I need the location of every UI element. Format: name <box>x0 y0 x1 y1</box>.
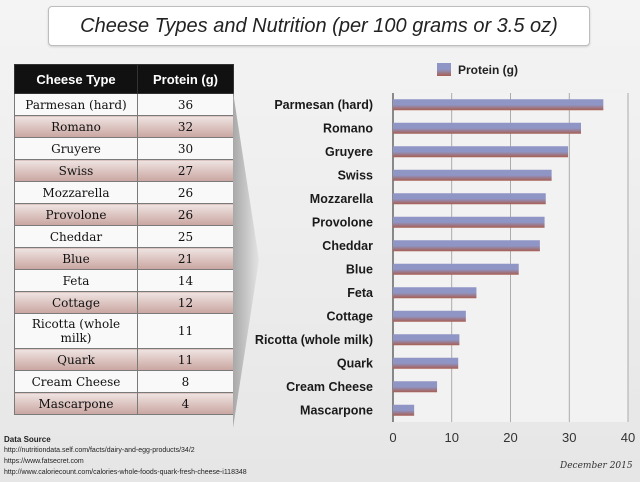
column-header-cheese-type: Cheese Type <box>14 64 138 94</box>
protein-cell: 32 <box>137 115 234 138</box>
table-row: Parmesan (hard) 36 <box>14 93 234 116</box>
category-label: Ricotta (whole milk) <box>255 333 373 347</box>
table-row: Romano 32 <box>14 115 234 138</box>
x-axis-ticks: 0 10 20 30 40 <box>389 430 635 445</box>
bar <box>393 99 604 111</box>
bar <box>393 357 459 369</box>
chart-grid <box>392 93 629 422</box>
protein-cell: 8 <box>137 370 234 393</box>
cheese-type-cell: Parmesan (hard) <box>14 93 138 116</box>
x-tick-label: 10 <box>445 430 459 445</box>
table-row: Ricotta (whole milk) 11 <box>14 313 234 349</box>
category-label: Feta <box>347 286 374 300</box>
legend-label: Protein (g) <box>458 63 518 77</box>
table-row: Gruyere 30 <box>14 137 234 160</box>
source-link-3[interactable]: http://www.caloriecount.com/calories-who… <box>4 469 247 476</box>
cheese-type-cell: Provolone <box>14 203 138 226</box>
cheese-type-cell: Cheddar <box>14 225 138 248</box>
bar <box>393 334 460 346</box>
cheese-type-cell: Mascarpone <box>14 392 138 415</box>
cheese-type-cell: Swiss <box>14 159 138 182</box>
protein-cell: 11 <box>137 313 234 349</box>
column-header-protein: Protein (g) <box>137 64 234 94</box>
bar <box>393 146 569 158</box>
category-label: Cream Cheese <box>286 380 373 394</box>
table-row: Cheddar 25 <box>14 225 234 248</box>
protein-cell: 4 <box>137 392 234 415</box>
category-label: Romano <box>323 121 373 135</box>
table-row: Feta 14 <box>14 269 234 292</box>
source-heading: Data Source <box>4 435 51 444</box>
table-header-row: Cheese Type Protein (g) <box>14 64 234 94</box>
category-labels: Parmesan (hard) Romano Gruyere Swiss Mozzare… <box>255 98 374 418</box>
chart-title: Cheese Types and Nutrition (per 100 gram… <box>48 6 590 46</box>
bar <box>393 240 540 252</box>
category-label: Blue <box>346 262 373 276</box>
table-row: Provolone 26 <box>14 203 234 226</box>
table-row: Cottage 12 <box>14 291 234 314</box>
category-label: Cottage <box>326 309 373 323</box>
protein-cell: 36 <box>137 93 234 116</box>
x-tick-label: 40 <box>621 430 635 445</box>
category-label: Mascarpone <box>300 403 373 417</box>
bar <box>393 122 581 134</box>
table-row: Quark 11 <box>14 348 234 371</box>
bar <box>393 263 519 275</box>
table-row: Mascarpone 4 <box>14 392 234 415</box>
cheese-type-cell: Ricotta (whole milk) <box>14 313 138 349</box>
cheese-type-cell: Feta <box>14 269 138 292</box>
arrow-shape <box>233 92 259 428</box>
source-link-1[interactable]: http://nutritiondata.self.com/facts/dair… <box>4 447 195 454</box>
table-row: Blue 21 <box>14 247 234 270</box>
source-link-2[interactable]: https://www.fatsecret.com <box>4 458 84 465</box>
bar <box>393 216 545 228</box>
protein-cell: 11 <box>137 348 234 371</box>
bar <box>393 169 552 181</box>
protein-table: Cheese Type Protein (g) Parmesan (hard) 3… <box>14 64 234 415</box>
chart-bars <box>393 99 604 416</box>
bar <box>393 287 477 299</box>
bar <box>393 193 546 205</box>
category-label: Quark <box>337 356 373 370</box>
category-label: Gruyere <box>325 145 373 159</box>
table-row: Swiss 27 <box>14 159 234 182</box>
legend-swatch <box>437 63 451 76</box>
protein-cell: 21 <box>137 247 234 270</box>
chart-legend: Protein (g) <box>437 63 518 77</box>
date-label: December 2015 <box>560 461 633 471</box>
category-label: Parmesan (hard) <box>274 98 373 112</box>
bar <box>393 310 466 322</box>
category-label: Mozzarella <box>310 192 374 206</box>
cheese-type-cell: Gruyere <box>14 137 138 160</box>
data-source: Data Source http://nutritiondata.self.co… <box>4 434 247 478</box>
category-label: Cheddar <box>322 239 373 253</box>
x-tick-label: 0 <box>389 430 396 445</box>
x-tick-label: 30 <box>562 430 576 445</box>
table-row: Cream Cheese 8 <box>14 370 234 393</box>
bar <box>393 381 438 393</box>
protein-cell: 27 <box>137 159 234 182</box>
category-label: Swiss <box>338 168 373 182</box>
bar <box>393 404 415 416</box>
category-label: Provolone <box>312 215 373 229</box>
protein-cell: 12 <box>137 291 234 314</box>
protein-cell: 30 <box>137 137 234 160</box>
x-tick-label: 20 <box>503 430 517 445</box>
